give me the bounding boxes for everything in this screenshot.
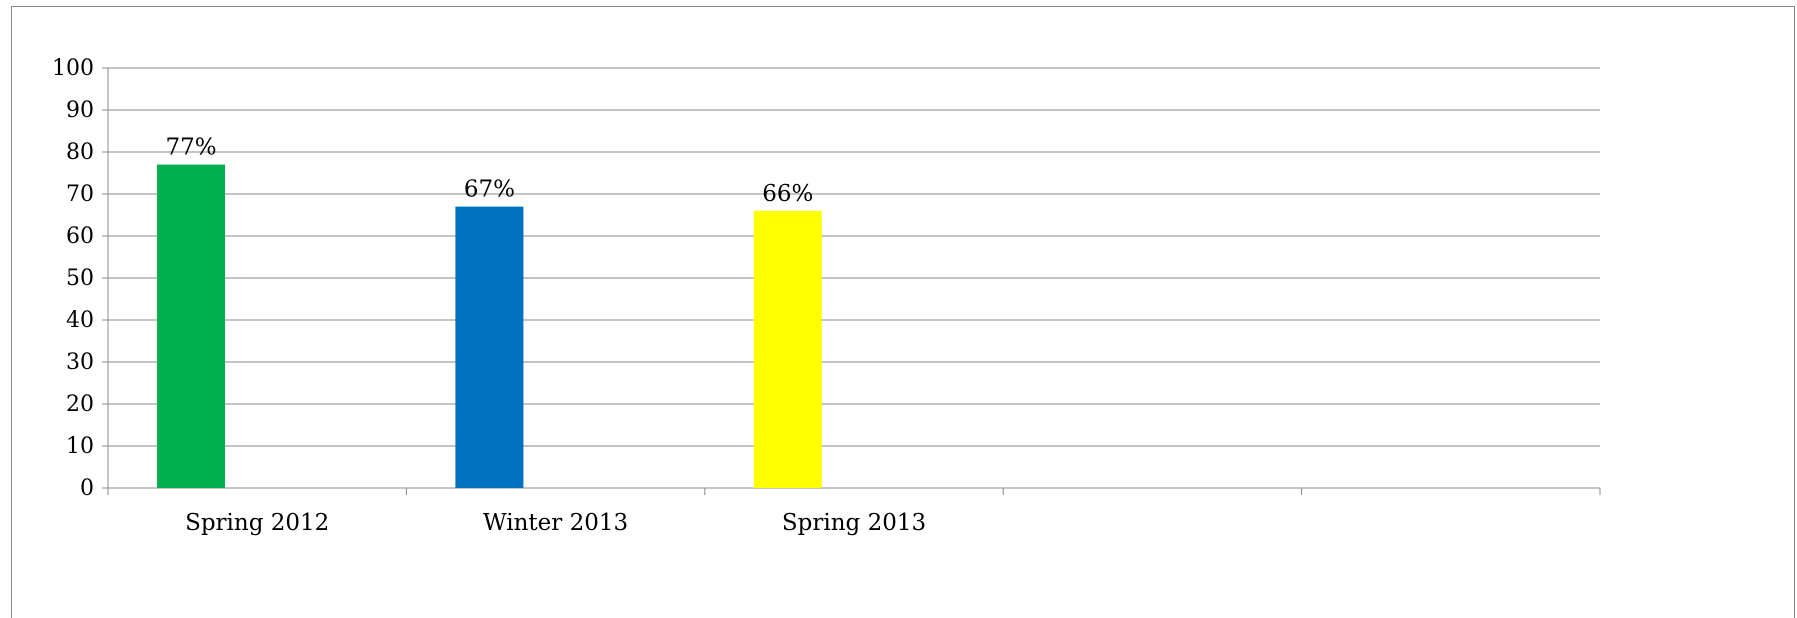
y-axis: 0 10 20 30 40 50 60 70 80 90 100 xyxy=(52,56,109,501)
x-category-label: Spring 2013 xyxy=(782,510,926,536)
bars xyxy=(157,164,822,489)
data-labels: 77% 67% 66% xyxy=(165,135,813,207)
bar-data-label: 67% xyxy=(464,177,515,203)
y-tick-label: 50 xyxy=(66,266,94,291)
chart-frame xyxy=(11,6,1795,618)
y-tick-label: 70 xyxy=(66,182,94,207)
y-tick-label: 10 xyxy=(66,434,94,459)
bar-data-label: 66% xyxy=(762,181,813,207)
x-category-label: Winter 2013 xyxy=(483,510,628,536)
y-tick-label: 30 xyxy=(66,350,94,375)
y-tick-label: 80 xyxy=(66,140,94,165)
y-tick-label: 100 xyxy=(52,56,94,81)
y-tick-label: 40 xyxy=(66,308,94,333)
gridlines xyxy=(108,67,1600,447)
y-tick-label: 60 xyxy=(66,224,94,249)
x-category-label: Spring 2012 xyxy=(185,510,329,536)
bar xyxy=(455,206,524,488)
y-tick-label: 0 xyxy=(80,476,94,501)
x-axis: Spring 2012 Winter 2013 Spring 2013 xyxy=(107,487,1601,536)
y-tick-label: 20 xyxy=(66,392,94,417)
bar xyxy=(753,210,822,489)
bar xyxy=(157,164,225,488)
y-tick-label: 90 xyxy=(66,98,94,123)
bar-data-label: 77% xyxy=(165,135,216,161)
